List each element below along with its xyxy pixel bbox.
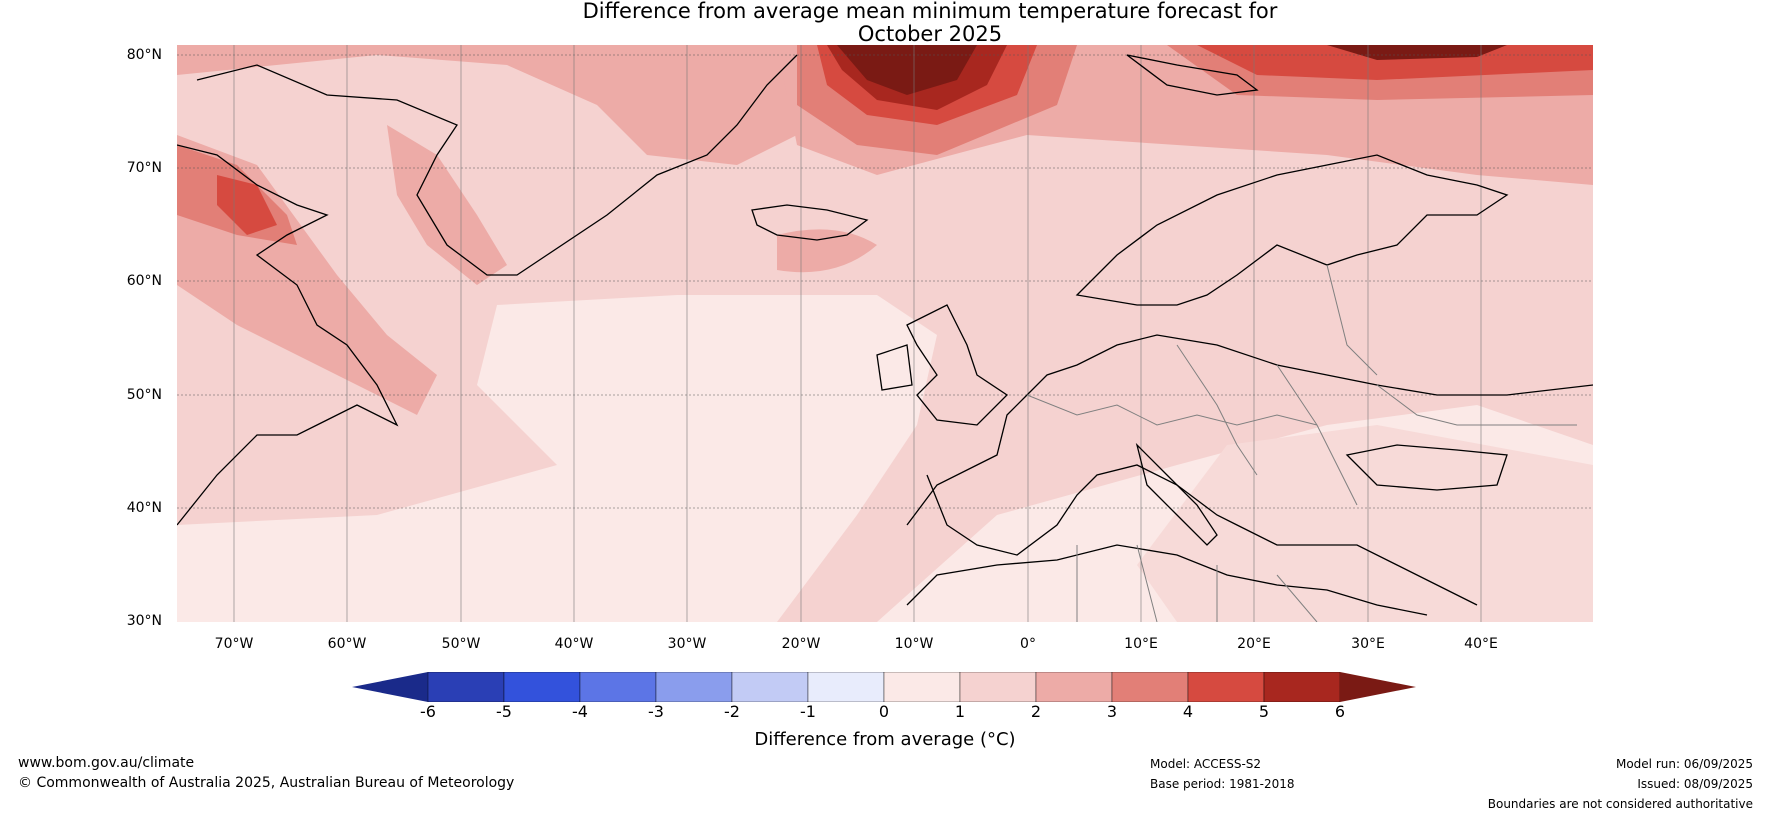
lon-label-30w: 30°W: [667, 636, 707, 652]
forecast-map: [177, 45, 1593, 622]
footer-copyright: © Commonwealth of Australia 2025, Austra…: [18, 775, 515, 791]
colorbar-extend-low: [352, 672, 428, 702]
anomaly-band-4-5-baffin: [217, 175, 277, 235]
colorbar-cell: [807, 672, 885, 702]
colorbar-tick-label: -1: [800, 702, 816, 721]
lon-label-70w: 70°W: [214, 636, 254, 652]
colorbar-tick-label: -3: [648, 702, 664, 721]
lat-label-70n: 70°N: [126, 160, 162, 176]
colorbar-cell: [655, 672, 733, 702]
colorbar-cell: [1263, 672, 1341, 702]
colorbar-tick-label: 6: [1334, 702, 1346, 721]
colorbar-tick-label: -4: [572, 702, 588, 721]
footer-base-period: Base period: 1981-2018: [1150, 777, 1295, 791]
lon-label-50w: 50°W: [441, 636, 481, 652]
anomaly-band-above-6-east: [1327, 45, 1507, 60]
country-borders: [1026, 264, 1577, 622]
lon-label-20e: 20°E: [1237, 636, 1271, 652]
footer-model: Model: ACCESS-S2: [1150, 757, 1262, 771]
footer-disclaimer: Boundaries are not considered authoritat…: [1487, 797, 1753, 811]
lon-label-30e: 30°E: [1351, 636, 1385, 652]
map-title: Difference from average mean minimum tem…: [0, 0, 1770, 46]
anomaly-band-above-6: [837, 45, 977, 95]
colorbar-tick-label: -2: [724, 702, 740, 721]
anomaly-band-2-3-greenland: [387, 125, 507, 285]
title-line-1: Difference from average mean minimum tem…: [582, 0, 1278, 23]
map-svg: [177, 45, 1593, 622]
lon-label-60w: 60°W: [327, 636, 367, 652]
anomaly-band-2-3-iceland: [777, 229, 877, 273]
meridians: [233, 45, 1482, 622]
colorbar-tick-label: 5: [1258, 702, 1270, 721]
colorbar-cell: [731, 672, 809, 702]
lon-label-20w: 20°W: [781, 636, 821, 652]
colorbar-cell: [503, 672, 581, 702]
anomaly-band-1-2: [177, 45, 1593, 622]
lon-label-0: 0°: [1020, 636, 1036, 652]
anomaly-band-4-5-east: [1197, 45, 1593, 80]
colorbar-cell: [1187, 672, 1265, 702]
title-line-2: October 2025: [857, 22, 1003, 46]
lon-label-10w: 10°W: [894, 636, 934, 652]
coastlines: [177, 54, 1593, 616]
colorbar-cell: [579, 672, 657, 702]
footer-model-run: Model run: 06/09/2025: [1615, 757, 1753, 771]
colorbar-tick-label: 1: [954, 702, 966, 721]
colorbar-tick-label: 3: [1106, 702, 1118, 721]
anomaly-band-2-3-north: [177, 45, 817, 165]
colorbar-label: Difference from average (°C): [754, 729, 1016, 750]
colorbar-cell: [1035, 672, 1113, 702]
lon-label-40w: 40°W: [554, 636, 594, 652]
lat-label-60n: 60°N: [126, 273, 162, 289]
lat-label-40n: 40°N: [126, 500, 162, 516]
colorbar-tick-label: -6: [420, 702, 436, 721]
footer-issued: Issued: 08/09/2025: [1637, 777, 1753, 791]
colorbar-cell: [883, 672, 961, 702]
lon-label-10e: 10°E: [1124, 636, 1158, 652]
colorbar-tick-label: 2: [1030, 702, 1042, 721]
lat-label-80n: 80°N: [126, 47, 162, 63]
colorbar: [352, 672, 1416, 702]
colorbar-tick-label: 4: [1182, 702, 1194, 721]
graticule: [177, 54, 1593, 509]
lat-label-50n: 50°N: [126, 387, 162, 403]
colorbar-cell: [959, 672, 1037, 702]
colorbar-cell: [1111, 672, 1189, 702]
colorbar-tick-label: -5: [496, 702, 512, 721]
footer-url: www.bom.gov.au/climate: [18, 755, 195, 771]
colorbar-tick-label: 0: [878, 702, 890, 721]
lat-label-30n: 30°N: [126, 613, 162, 629]
colorbar-cell: [427, 672, 505, 702]
colorbar-extend-high: [1340, 672, 1416, 702]
anomaly-band-1-2-south: [1137, 425, 1593, 622]
lon-label-40e: 40°E: [1464, 636, 1498, 652]
